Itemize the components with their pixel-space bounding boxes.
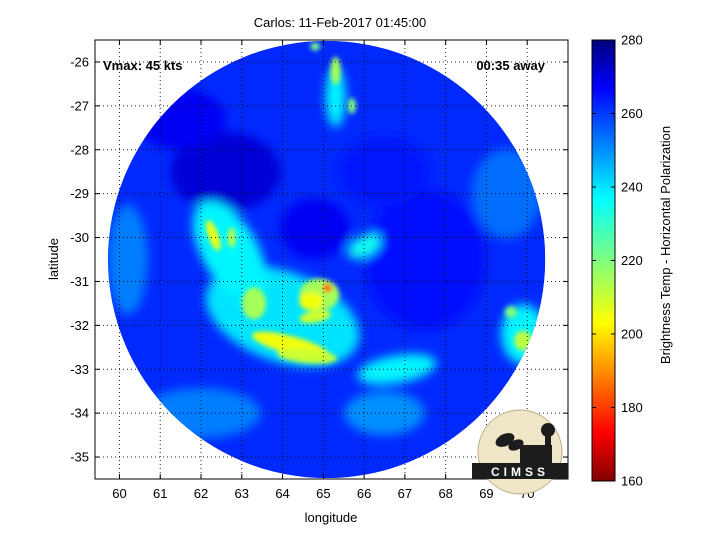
- colorbar-tick-label: 220: [621, 253, 643, 268]
- eye-core: [322, 283, 333, 293]
- colorbar-tick-label: 280: [621, 33, 643, 48]
- logo-band: [472, 463, 568, 479]
- y-tick-label: -26: [70, 54, 89, 69]
- band-south-2: [277, 348, 337, 364]
- logo-tower-icon: [545, 432, 551, 465]
- grid: [95, 40, 568, 479]
- logo-building-icon: [520, 445, 552, 465]
- colorbar-tick-label: 240: [621, 180, 643, 195]
- colorbar-tick-label: 200: [621, 327, 643, 342]
- cimss-logo: CIMSS: [472, 409, 568, 495]
- y-tick-label: -32: [70, 318, 89, 333]
- chart-title: Carlos: 11-Feb-2017 01:45:00: [254, 15, 426, 30]
- y-tick-label: -30: [70, 230, 89, 245]
- cold-region-nw: [170, 131, 281, 212]
- x-tick-label: 69: [479, 486, 493, 501]
- x-tick-label: 65: [316, 486, 330, 501]
- colorbar-tick-label: 180: [621, 400, 643, 415]
- logo-dish-icon: [495, 433, 515, 447]
- cold-region-ne: [339, 136, 430, 207]
- x-tick-label: 68: [438, 486, 452, 501]
- x-tick-label: 61: [153, 486, 167, 501]
- cold-region-east: [365, 189, 486, 330]
- x-tick-label: 64: [275, 486, 289, 501]
- x-tick-label: 66: [357, 486, 371, 501]
- light-edge-se: [344, 391, 425, 436]
- east-cell-2: [504, 306, 517, 319]
- y-tick-label: -34: [70, 406, 89, 421]
- band-west-1: [206, 220, 221, 251]
- y-tick-label: -35: [70, 450, 89, 465]
- brightness-temp-swath: [107, 40, 546, 479]
- y-axis: -26 -27 -28 -29 -30 -31 -32 -33 -34 -35: [70, 54, 568, 465]
- cyan-streak-north: [325, 67, 346, 128]
- y-tick-label: -31: [70, 274, 89, 289]
- north-streak-3: [310, 42, 321, 51]
- cloud-core: [206, 42, 533, 364]
- cold-region-center: [280, 198, 351, 259]
- colorbar-ticks: 160 180 200 220 240 260 280: [592, 33, 643, 489]
- light-edge-west: [107, 204, 148, 315]
- x-tick-label: 60: [112, 486, 126, 501]
- x-tick-label: 62: [194, 486, 208, 501]
- inner-ring: [299, 292, 324, 311]
- colorbar-tick-label: 160: [621, 474, 643, 489]
- plot-area: [95, 40, 568, 479]
- y-tick-label: -33: [70, 362, 89, 377]
- y-axis-label: latitude: [46, 238, 61, 280]
- band-sw: [242, 287, 267, 320]
- y-tick-label: -28: [70, 142, 89, 157]
- inner-arc: [299, 310, 331, 324]
- vmax-annotation: Vmax: 45 kts: [103, 58, 183, 73]
- colorbar-label: Brightness Temp - Horizontal Polarizatio…: [658, 126, 673, 364]
- x-tick-label: 63: [235, 486, 249, 501]
- cyan-band-se: [357, 353, 437, 385]
- time-away-annotation: 00:35 away: [476, 58, 545, 73]
- light-edge-east: [471, 148, 542, 239]
- plot-frame: [94, 39, 569, 480]
- cyan-patch-ne: [347, 233, 381, 259]
- y-tick-label: -27: [70, 98, 89, 113]
- x-tick-label: 67: [398, 486, 412, 501]
- logo-text: CIMSS: [491, 465, 549, 479]
- north-streak-1: [330, 56, 341, 85]
- logo-dish2-icon: [508, 439, 524, 451]
- logo-tank-icon: [541, 423, 555, 437]
- y-tick-label: -29: [70, 186, 89, 201]
- colorbar-tick-label: 260: [621, 106, 643, 121]
- x-axis-label: longitude: [305, 510, 358, 525]
